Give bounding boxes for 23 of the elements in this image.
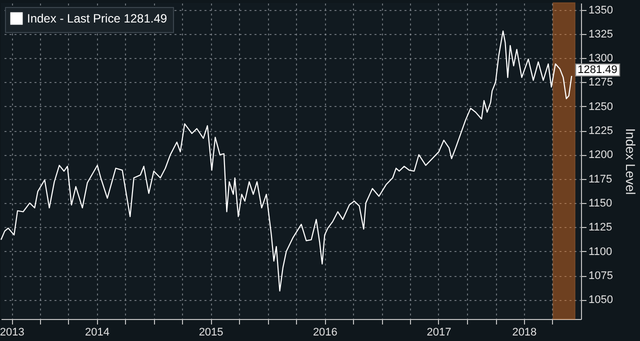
x-tick-label: 2014 xyxy=(84,326,110,338)
y-tick-label: 1300 xyxy=(588,52,613,65)
y-tick-label: 1325 xyxy=(588,28,613,40)
y-tick-label: 1150 xyxy=(588,198,612,210)
y-tick-label: 1200 xyxy=(588,149,613,162)
y-axis-title: Index Level xyxy=(622,128,638,195)
y-tick-label: 1175 xyxy=(588,173,612,186)
x-tick-label: 2016 xyxy=(312,326,338,338)
y-tick-label: 1125 xyxy=(588,222,612,234)
y-tick-label: 1100 xyxy=(588,246,612,258)
y-tick-label: 1225 xyxy=(588,125,613,138)
annotation: 1281.49 xyxy=(578,64,618,76)
y-tick-label: 1350 xyxy=(588,4,613,16)
y-tick-label: 1250 xyxy=(588,100,613,113)
x-tick-label: 2015 xyxy=(198,326,224,338)
y-tick-label: 1275 xyxy=(588,76,613,89)
y-tick-label: 1075 xyxy=(588,270,613,282)
x-tick-label: 2013 xyxy=(0,326,24,338)
x-tick-label: 2018 xyxy=(512,326,537,338)
y-tick-label: 1050 xyxy=(588,294,613,306)
line-series xyxy=(0,30,572,292)
legend-label: Index - Last Price 1281.49 xyxy=(27,12,168,26)
x-tick-label: 2017 xyxy=(426,326,452,338)
